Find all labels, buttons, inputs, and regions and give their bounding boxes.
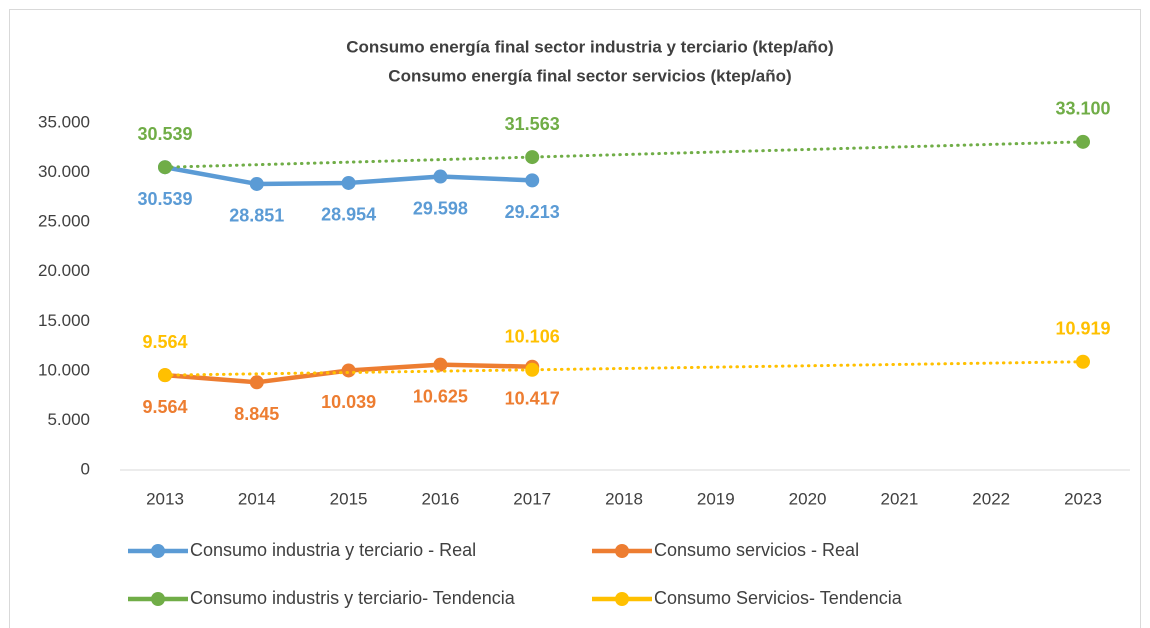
legend-marker bbox=[615, 592, 629, 606]
marker bbox=[249, 176, 264, 191]
value-label: 30.539 bbox=[137, 124, 192, 144]
x-tick-label: 2020 bbox=[789, 489, 827, 508]
x-tick-label: 2015 bbox=[330, 489, 368, 508]
value-label: 9.564 bbox=[142, 397, 187, 417]
value-label: 29.598 bbox=[413, 198, 468, 218]
legend-marker bbox=[151, 544, 165, 558]
marker bbox=[341, 175, 356, 190]
y-tick-label: 30.000 bbox=[38, 162, 90, 181]
value-label: 33.100 bbox=[1055, 99, 1110, 119]
x-tick-label: 2019 bbox=[697, 489, 735, 508]
y-tick-label: 5.000 bbox=[47, 410, 90, 429]
x-tick-label: 2022 bbox=[972, 489, 1010, 508]
value-label: 10.417 bbox=[505, 388, 560, 408]
marker bbox=[525, 362, 540, 377]
marker bbox=[158, 160, 172, 175]
x-tick-label: 2023 bbox=[1064, 489, 1102, 508]
series-line bbox=[163, 360, 1085, 377]
x-tick-label: 2021 bbox=[880, 489, 918, 508]
value-label: 9.564 bbox=[142, 332, 187, 352]
marker bbox=[1076, 134, 1090, 149]
y-tick-label: 25.000 bbox=[38, 212, 90, 231]
chart-subtitle: Consumo energía final sector servicios (… bbox=[388, 66, 791, 85]
marker bbox=[433, 169, 448, 184]
value-label: 8.845 bbox=[234, 404, 279, 424]
value-label: 30.539 bbox=[137, 189, 192, 209]
series-line bbox=[163, 140, 1085, 169]
value-label: 10.039 bbox=[321, 392, 376, 412]
value-label: 31.563 bbox=[505, 114, 560, 134]
chart-title: Consumo energía final sector industria y… bbox=[346, 37, 833, 56]
marker bbox=[433, 357, 448, 372]
x-tick-label: 2014 bbox=[238, 489, 276, 508]
marker bbox=[525, 150, 540, 165]
y-tick-label: 10.000 bbox=[38, 360, 90, 379]
marker bbox=[249, 375, 264, 390]
x-tick-label: 2017 bbox=[513, 489, 551, 508]
legend-label: Consumo industria y terciario - Real bbox=[190, 540, 476, 560]
y-tick-label: 20.000 bbox=[38, 261, 90, 280]
legend-label: Consumo Servicios- Tendencia bbox=[654, 588, 903, 608]
x-tick-label: 2018 bbox=[605, 489, 643, 508]
value-label: 10.106 bbox=[505, 327, 560, 347]
value-label: 29.213 bbox=[505, 202, 560, 222]
marker bbox=[158, 368, 172, 383]
value-label: 28.851 bbox=[229, 206, 284, 226]
marker bbox=[341, 363, 356, 378]
x-tick-label: 2013 bbox=[146, 489, 184, 508]
y-tick-label: 0 bbox=[81, 459, 90, 478]
y-tick-label: 35.000 bbox=[38, 112, 90, 131]
marker bbox=[1076, 354, 1090, 369]
marker bbox=[525, 173, 540, 188]
value-label: 10.625 bbox=[413, 386, 468, 406]
value-label: 10.919 bbox=[1055, 318, 1110, 338]
value-label: 28.954 bbox=[321, 205, 376, 225]
legend-marker bbox=[151, 592, 165, 606]
legend-label: Consumo servicios - Real bbox=[654, 540, 859, 560]
x-tick-label: 2016 bbox=[421, 489, 459, 508]
legend-label: Consumo industris y terciario- Tendencia bbox=[190, 588, 516, 608]
y-tick-label: 15.000 bbox=[38, 311, 90, 330]
chart-border bbox=[9, 9, 1141, 628]
legend-marker bbox=[615, 544, 629, 558]
